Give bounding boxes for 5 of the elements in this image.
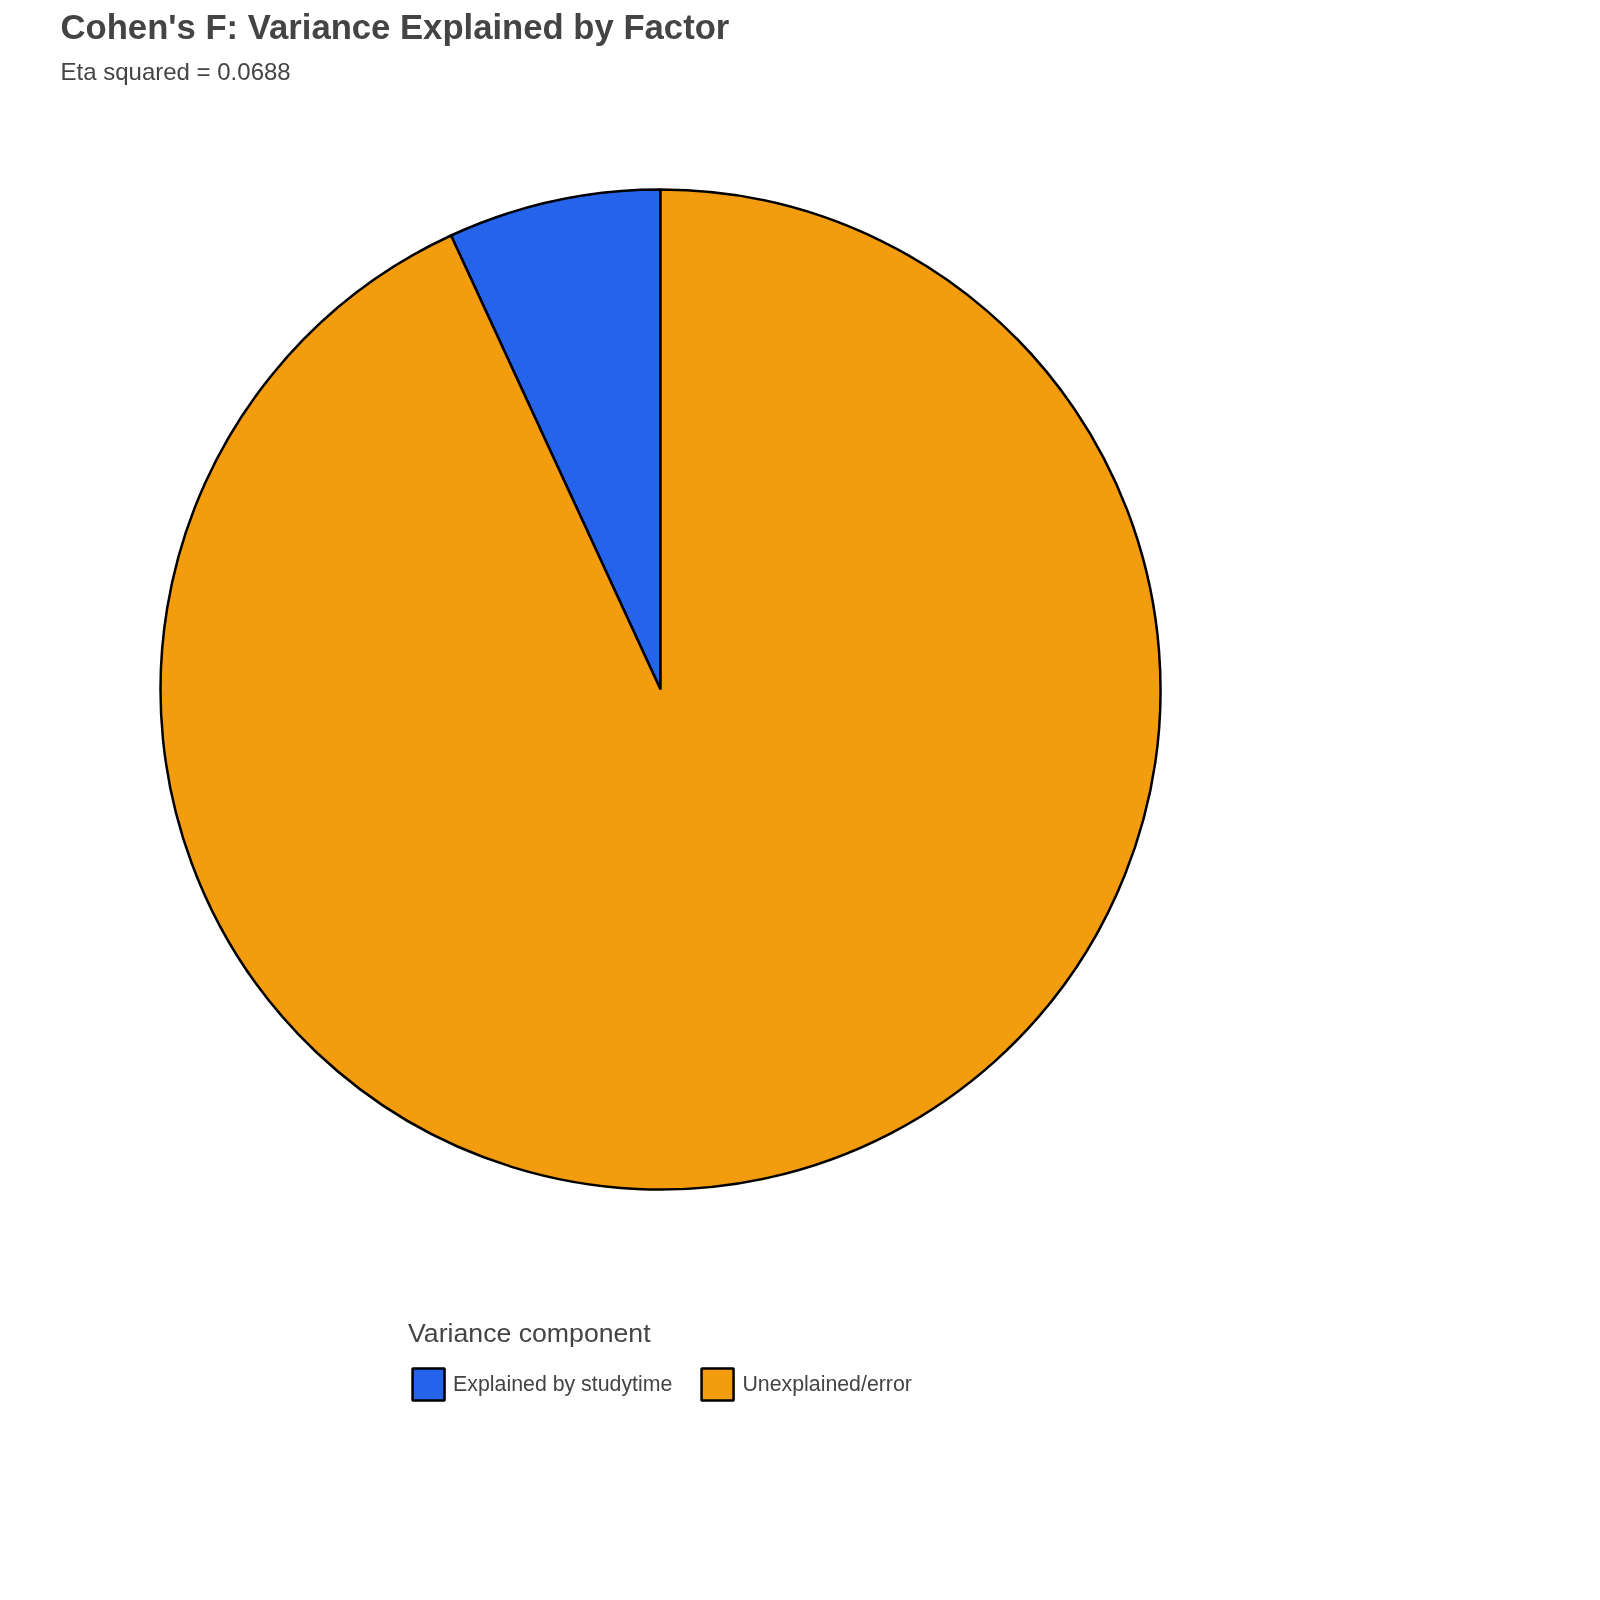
legend-label: Explained by studytime (453, 1371, 673, 1397)
legend-title: Variance component (408, 1318, 652, 1349)
chart-subtitle: Eta squared = 0.0688 (60, 57, 291, 85)
legend-label: Unexplained/error (742, 1371, 912, 1397)
chart-title: Cohen's F: Variance Explained by Factor (60, 7, 730, 46)
